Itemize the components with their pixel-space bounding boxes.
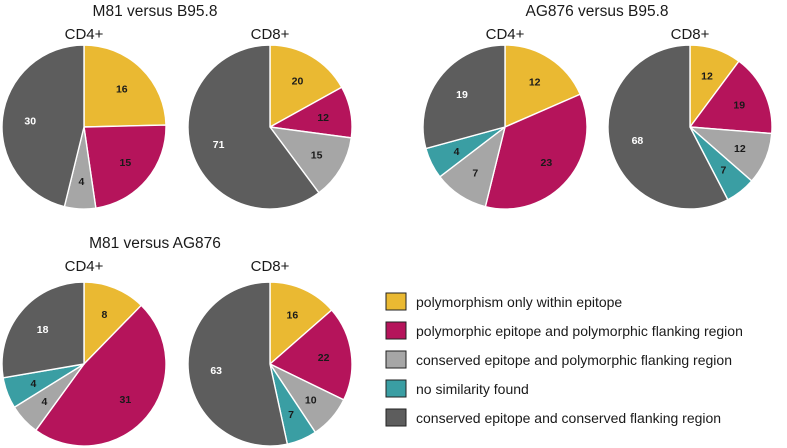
legend: polymorphism only within epitope polymorp…	[385, 292, 743, 427]
pies-layer: M81 versus B95.8 CD4+ 16 15 4 30 CD8+ 20 12 15 71 A…	[1, 3, 773, 447]
pie-slice-poly-epitope-only	[504, 44, 582, 129]
slice-value-label: 15	[311, 149, 323, 161]
pie-title: CD4+	[65, 26, 104, 43]
legend-swatch	[385, 408, 407, 427]
slice-value-label: 63	[210, 365, 222, 377]
slice-value-label: 4	[41, 396, 47, 408]
slice-value-label: 8	[101, 309, 107, 321]
slice-value-label: 7	[472, 167, 478, 179]
slice-value-label: 4	[78, 176, 84, 188]
pie: CD8+ 20 12 15 71	[187, 26, 353, 210]
pie-slice-conserved-both	[187, 44, 320, 210]
pie-slice-conserved-both	[422, 44, 506, 150]
pie: CD8+ 16 22 10 7 63	[187, 258, 353, 447]
pie-slice-poly-both	[83, 124, 167, 209]
pie-group: AG876 versus B95.8CD4+12237419CD8+121912…	[422, 3, 773, 210]
slice-value-label: 12	[734, 143, 746, 155]
legend-item: conserved epitope and conserved flanking…	[385, 408, 721, 427]
legend-swatch	[385, 321, 407, 340]
pie-title: CD8+	[251, 26, 290, 43]
pie-slice-poly-both	[484, 93, 588, 210]
group-title: M81 versus B95.8	[93, 3, 218, 20]
legend-label: conserved epitope and polymorphic flanki…	[416, 352, 732, 368]
slice-value-label: 4	[30, 378, 36, 390]
slice-value-label: 30	[24, 115, 36, 127]
slice-value-label: 18	[37, 324, 49, 336]
slice-value-label: 20	[292, 75, 304, 87]
pie-slice-conserved-both	[1, 281, 85, 379]
group-title: M81 versus AG876	[89, 235, 221, 252]
slice-value-label: 31	[120, 394, 132, 406]
slice-value-label: 16	[287, 310, 299, 322]
pie: CD4+ 12 23 74 19	[422, 26, 588, 210]
slice-value-label: 19	[733, 100, 745, 112]
slice-value-label: 19	[456, 89, 468, 101]
slice-value-label: 23	[541, 157, 553, 169]
legend-swatch	[385, 350, 407, 369]
pie: CD8+ 12 19 12 7 68	[607, 26, 773, 210]
slice-value-label: 15	[120, 157, 132, 169]
pie-slice-poly-epitope-only	[83, 281, 143, 366]
slice-value-label: 12	[529, 77, 541, 89]
pie-slice-poly-both	[34, 304, 167, 447]
pie: CD4+ 16 15 4 30	[1, 26, 167, 210]
pie-slice-conserved-epi-poly-flank	[268, 126, 353, 194]
slice-value-label: 68	[632, 135, 644, 147]
pie-title: CD8+	[251, 258, 290, 275]
legend-label: conserved epitope and conserved flanking…	[416, 410, 721, 426]
pie-slice-conserved-both	[1, 44, 85, 208]
slice-value-label: 71	[213, 139, 225, 151]
legend-item: polymorphic epitope and polymorphic flan…	[385, 321, 743, 340]
legend-label: no similarity found	[416, 381, 529, 397]
legend-item: conserved epitope and polymorphic flanki…	[385, 350, 732, 369]
pie: CD4+ 8 31 44 18	[1, 258, 167, 447]
legend-item: polymorphism only within epitope	[385, 292, 622, 311]
pie-slice-poly-both	[688, 60, 773, 135]
pie-slice-conserved-both	[187, 281, 289, 447]
pie-slice-poly-epitope-only	[269, 44, 343, 129]
slice-value-label: 12	[701, 71, 713, 83]
slice-value-label: 10	[305, 395, 317, 407]
slice-value-label: 16	[116, 83, 128, 95]
pie-title: CD4+	[65, 258, 104, 275]
legend-label: polymorphism only within epitope	[416, 294, 622, 310]
pie-slice-poly-epitope-only	[269, 281, 333, 366]
slice-value-label: 12	[317, 112, 329, 124]
legend-item: no similarity found	[385, 379, 529, 398]
legend-swatch	[385, 292, 407, 311]
slice-value-label: 22	[318, 352, 330, 364]
slice-value-label: 7	[288, 409, 294, 421]
pie-group: M81 versus B95.8 CD4+ 16 15 4 30 CD8+ 20 12 15 71	[1, 3, 353, 210]
pie-title: CD8+	[671, 26, 710, 43]
pie-slice-poly-both	[268, 309, 353, 401]
pie-title: CD4+	[486, 26, 525, 43]
legend-label: polymorphic epitope and polymorphic flan…	[416, 323, 743, 339]
slice-value-label: 7	[720, 165, 726, 177]
pie-group: M81 versus AG876 CD4+ 8 31 44 18 CD8+ 16 22 10 7 63	[1, 235, 353, 447]
pie-slice-poly-epitope-only	[83, 44, 167, 128]
group-title: AG876 versus B95.8	[525, 3, 668, 20]
slice-value-label: 4	[454, 146, 460, 158]
legend-swatch	[385, 379, 407, 398]
pie-slice-conserved-both	[607, 44, 729, 210]
